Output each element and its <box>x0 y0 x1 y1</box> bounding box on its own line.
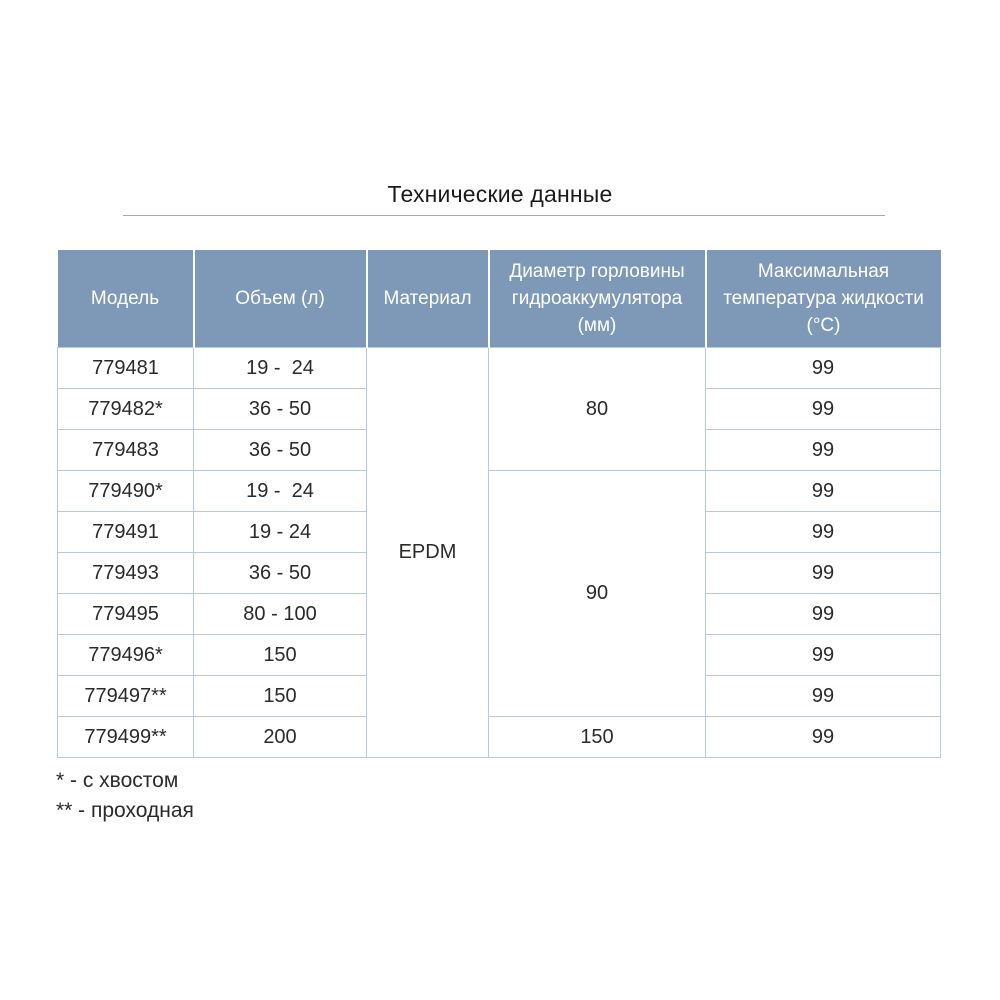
model-cell: 779493 <box>57 552 194 594</box>
header-row: Модель Объем (л) Материал Диаметр горлов… <box>57 250 941 348</box>
temperature-cell: 99 <box>705 552 941 594</box>
model-cell: 779483 <box>57 429 194 471</box>
table-row: 779499** 200 150 99 <box>57 716 941 758</box>
model-cell: 779497** <box>57 675 194 717</box>
volume-cell: 36 - 50 <box>193 429 367 471</box>
material-cell: EPDM <box>366 347 489 758</box>
temperature-cell: 99 <box>705 470 941 512</box>
volume-cell: 80 - 100 <box>193 593 367 635</box>
diameter-cell: 150 <box>488 716 706 758</box>
temperature-cell: 99 <box>705 347 941 389</box>
temperature-cell: 99 <box>705 593 941 635</box>
col-header-material: Материал <box>366 250 490 348</box>
volume-cell: 200 <box>193 716 367 758</box>
diameter-cell: 80 <box>488 347 706 471</box>
temperature-cell: 99 <box>705 511 941 553</box>
model-cell: 779496* <box>57 634 194 676</box>
temperature-cell: 99 <box>705 388 941 430</box>
table-header: Модель Объем (л) Материал Диаметр горлов… <box>57 250 941 348</box>
page-title: Технические данные <box>387 181 613 207</box>
table-row: 779496* 150 99 <box>57 634 941 676</box>
footnote-tail: * - с хвостом <box>56 769 179 792</box>
title-divider <box>123 215 885 216</box>
col-header-volume: Объем (л) <box>193 250 368 348</box>
model-cell: 779482* <box>57 388 194 430</box>
technical-data-table: Модель Объем (л) Материал Диаметр горлов… <box>57 250 941 758</box>
table-row: 779482* 36 - 50 99 <box>57 388 941 430</box>
table-row: 779481 19 - 24 EPDM 80 99 <box>57 347 941 758</box>
table-row: 779493 36 - 50 99 <box>57 552 941 594</box>
temperature-cell: 99 <box>705 634 941 676</box>
model-cell: 779491 <box>57 511 194 553</box>
temperature-cell: 99 <box>705 716 941 758</box>
col-header-diameter: Диаметр горловины гидроаккумулятора (мм) <box>488 250 707 348</box>
temperature-cell: 99 <box>705 675 941 717</box>
table-row: 779497** 150 99 <box>57 675 941 717</box>
volume-cell: 36 - 50 <box>193 388 367 430</box>
volume-cell: 19 - 24 <box>193 511 367 553</box>
footnotes: * - с хвостом ** - проходная <box>56 766 194 826</box>
footnote-pass-through: ** - проходная <box>56 799 194 822</box>
table-row: 779483 36 - 50 99 <box>57 429 941 471</box>
volume-cell: 150 <box>193 675 367 717</box>
col-header-model: Модель <box>57 250 195 348</box>
model-cell: 779481 <box>57 347 194 389</box>
volume-cell: 150 <box>193 634 367 676</box>
diameter-cell: 90 <box>488 470 706 717</box>
volume-cell: 36 - 50 <box>193 552 367 594</box>
model-cell: 779495 <box>57 593 194 635</box>
table-row: 779490* 19 - 24 90 99 <box>57 470 941 717</box>
volume-cell: 19 - 24 <box>193 347 367 389</box>
model-cell: 779499** <box>57 716 194 758</box>
volume-cell: 19 - 24 <box>193 470 367 512</box>
table-body: 779481 19 - 24 EPDM 80 99 779482* 36 - 5… <box>57 347 941 758</box>
temperature-cell: 99 <box>705 429 941 471</box>
model-cell: 779490* <box>57 470 194 512</box>
col-header-temperature: Максимальная температура жидкости (°C) <box>705 250 941 348</box>
